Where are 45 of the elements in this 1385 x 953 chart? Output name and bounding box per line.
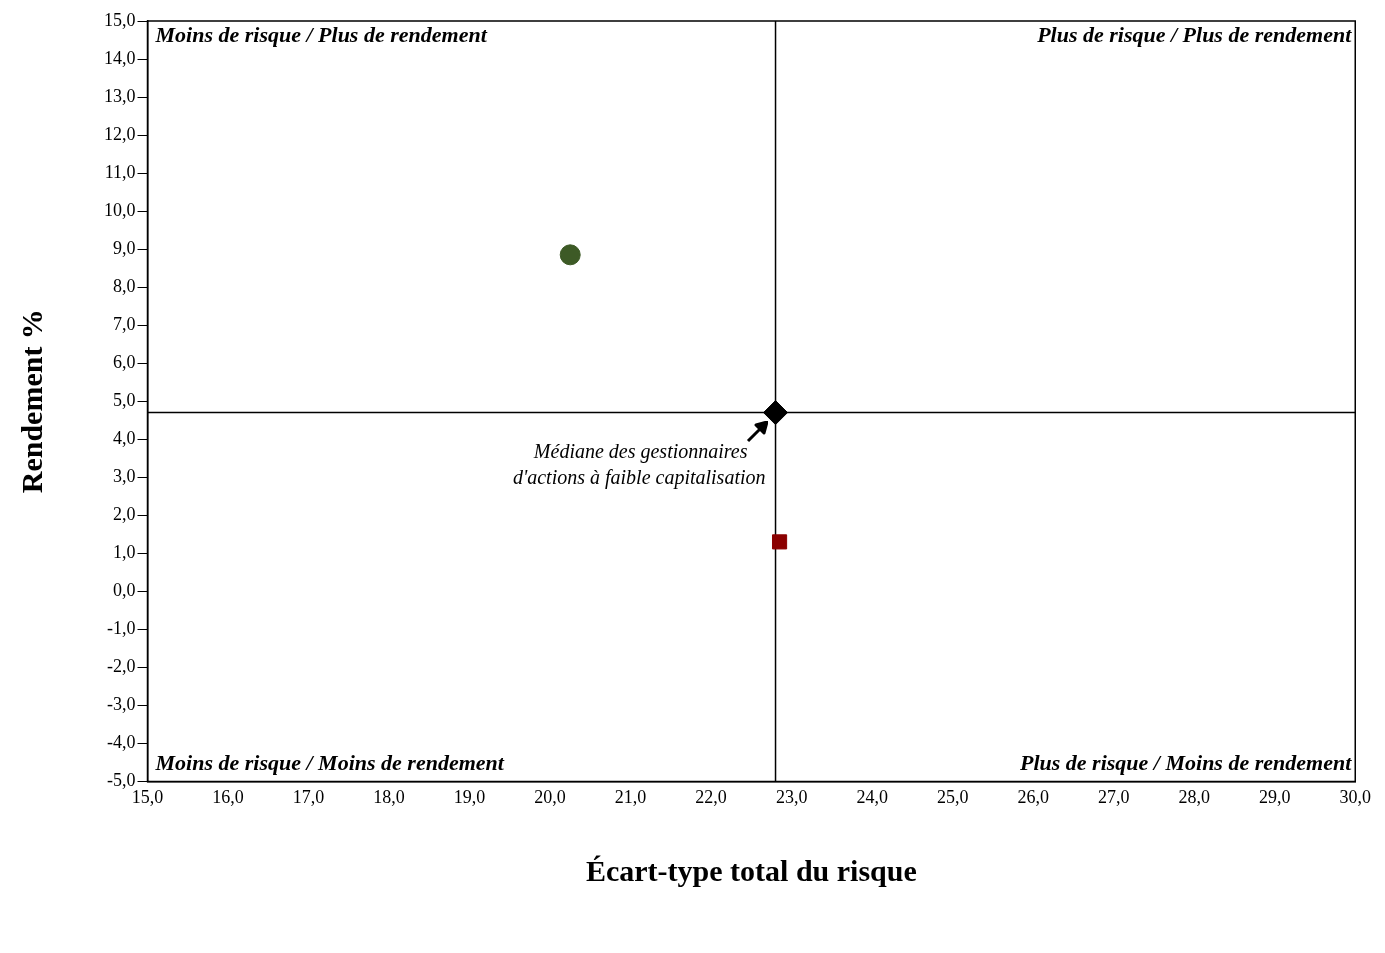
x-tick-label: 23,0 [775,786,808,807]
y-tick-label: 0,0 [113,580,136,601]
y-axis-title: Rendement % [14,309,48,494]
annotation: Plus de risque / Plus de rendement [1036,21,1353,47]
x-tick-label: 21,0 [614,786,647,807]
x-tick-label: 19,0 [453,786,486,807]
x-tick-label: 16,0 [212,786,244,807]
x-tick-label: 20,0 [534,786,566,807]
point [559,244,581,266]
y-tick-label: -4,0 [107,732,136,753]
point [763,400,789,426]
annotation: Moins de risque / Moins de rendement [154,750,505,776]
x-tick-label: 17,0 [292,786,325,807]
x-tick-label: 25,0 [936,786,969,807]
x-tick-label: 28,0 [1178,786,1210,807]
y-tick-label: 9,0 [113,237,136,258]
point [771,534,788,550]
y-tick-label: -1,0 [107,618,136,639]
y-tick-label: -2,0 [107,656,136,677]
y-tick-label: 10,0 [104,199,136,220]
y-tick-label: 6,0 [113,351,136,372]
y-tick-label: 15,0 [104,9,136,30]
y-tick-label: -3,0 [107,694,136,715]
x-tick-label: 18,0 [373,786,405,807]
y-tick-label: 2,0 [113,503,136,524]
y-tick-label: 11,0 [104,161,136,182]
y-tick-label: 7,0 [113,313,136,334]
x-tick-label: 26,0 [1017,786,1049,807]
y-tick-label: 12,0 [104,123,136,144]
y-tick-label: 14,0 [104,47,136,68]
y-tick-label: 1,0 [113,542,136,563]
y-tick-label: 3,0 [113,465,136,486]
annotation: Médiane des gestionnaires d'actions à faible capitalisation [512,439,766,489]
x-tick-label: 27,0 [1097,786,1130,807]
y-tick-label: 13,0 [104,85,136,106]
y-tick-label: 5,0 [113,389,136,410]
annotation: Moins de risque / Plus de rendement [154,21,488,47]
x-tick-label: 29,0 [1258,786,1291,807]
y-tick-label: 4,0 [113,427,136,448]
x-tick-label: 22,0 [695,786,727,807]
annotation: Plus de risque / Moins de rendement [1019,750,1353,776]
x-tick-label: 24,0 [856,786,888,807]
x-tick-label: 30,0 [1339,786,1371,807]
x-axis-title: Écart-type total du risque [585,853,917,887]
y-tick-label: 8,0 [113,275,136,296]
